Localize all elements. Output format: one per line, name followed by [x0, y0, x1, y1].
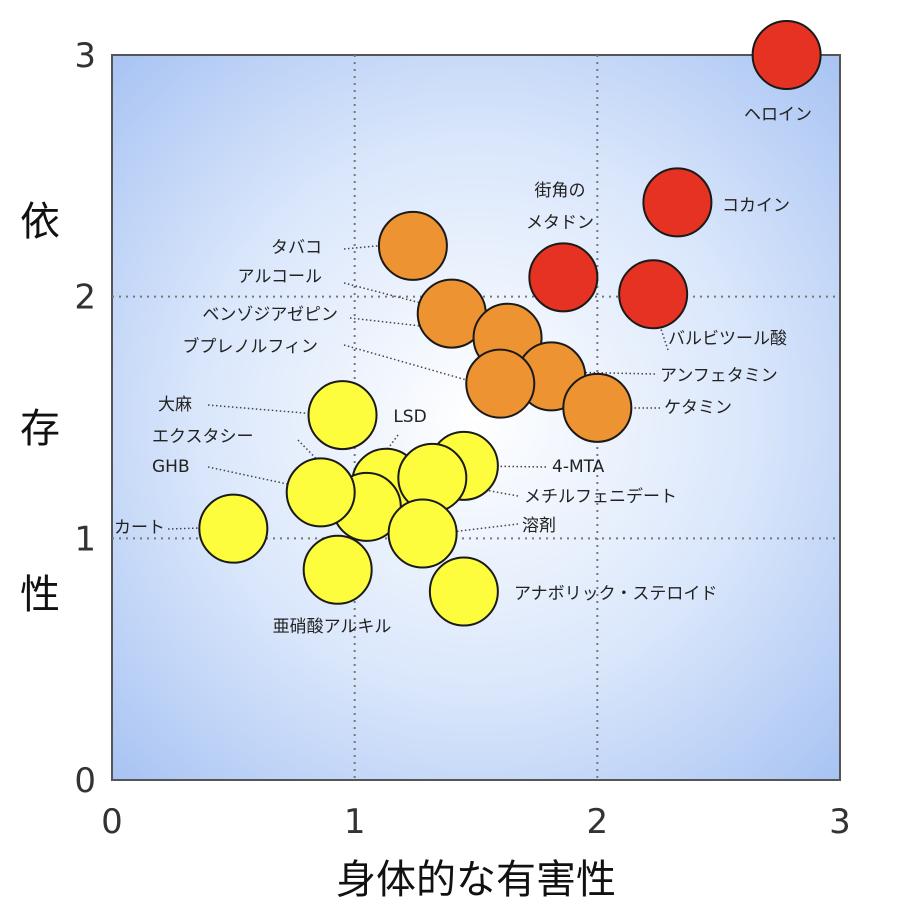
point-label: LSD	[393, 407, 426, 427]
data-points	[198, 20, 822, 627]
label-leader-line	[343, 344, 485, 386]
point-label: 街角の	[535, 181, 586, 201]
y-axis-title: 依存性	[20, 199, 60, 618]
data-point	[642, 167, 713, 238]
x-axis-title: 身体的な有害性	[336, 857, 616, 903]
label-leader-line	[207, 466, 307, 489]
point-label: 亜硝酸アルキル	[273, 617, 392, 637]
y-tick-label: 2	[74, 278, 96, 318]
y-tick-label: 3	[74, 36, 96, 76]
x-tick-label: 0	[101, 802, 123, 842]
data-point	[387, 498, 458, 569]
data-point	[377, 210, 448, 281]
point-label: メタドン	[526, 213, 594, 233]
point-label: ヘロイン	[744, 105, 812, 125]
point-label: アルコール	[238, 267, 323, 287]
point-label: ブプレノルフィン	[182, 336, 318, 357]
y-tick-label: 1	[74, 519, 96, 559]
data-point	[285, 457, 356, 528]
point-label: アナボリック・ステロイド	[514, 584, 717, 604]
point-label: コカイン	[722, 196, 790, 216]
label-leader-line	[417, 523, 519, 537]
point-label: タバコ	[271, 238, 322, 258]
y-axis-title-char: 依	[20, 199, 60, 245]
data-point	[618, 259, 689, 330]
data-point	[198, 493, 269, 564]
x-tick-label: 2	[587, 802, 609, 842]
point-label: エクスタシー	[152, 427, 254, 447]
point-label: アンフェタミン	[660, 366, 778, 386]
point-label: GHB	[152, 457, 190, 477]
point-label: メチルフェニデート	[524, 486, 677, 507]
point-label: ケタミン	[664, 398, 732, 418]
data-point	[562, 372, 633, 443]
x-tick-label: 1	[344, 802, 366, 842]
x-tick-label: 3	[829, 802, 851, 842]
data-point	[751, 20, 822, 90]
y-axis-title-char: 存	[20, 406, 60, 452]
point-label: カート	[114, 518, 165, 538]
point-label: 溶剤	[522, 516, 556, 536]
y-axis-title-char: 性	[20, 572, 60, 618]
point-label: 大麻	[158, 395, 192, 415]
data-point	[465, 348, 536, 419]
data-point	[307, 380, 378, 451]
point-label: 4-MTA	[552, 457, 605, 477]
y-tick-label: 0	[74, 761, 96, 801]
data-point	[428, 556, 499, 627]
point-label: ベンゾジアゼピン	[202, 305, 338, 325]
label-leader-line	[167, 527, 201, 530]
plot-area	[111, 54, 841, 781]
point-label: バルビツール酸	[668, 329, 787, 349]
label-leader-line	[343, 282, 441, 309]
axis-ticks: 0 1 2 3 0 1 2 3	[74, 36, 850, 842]
data-point	[302, 534, 373, 605]
data-point	[528, 242, 599, 313]
